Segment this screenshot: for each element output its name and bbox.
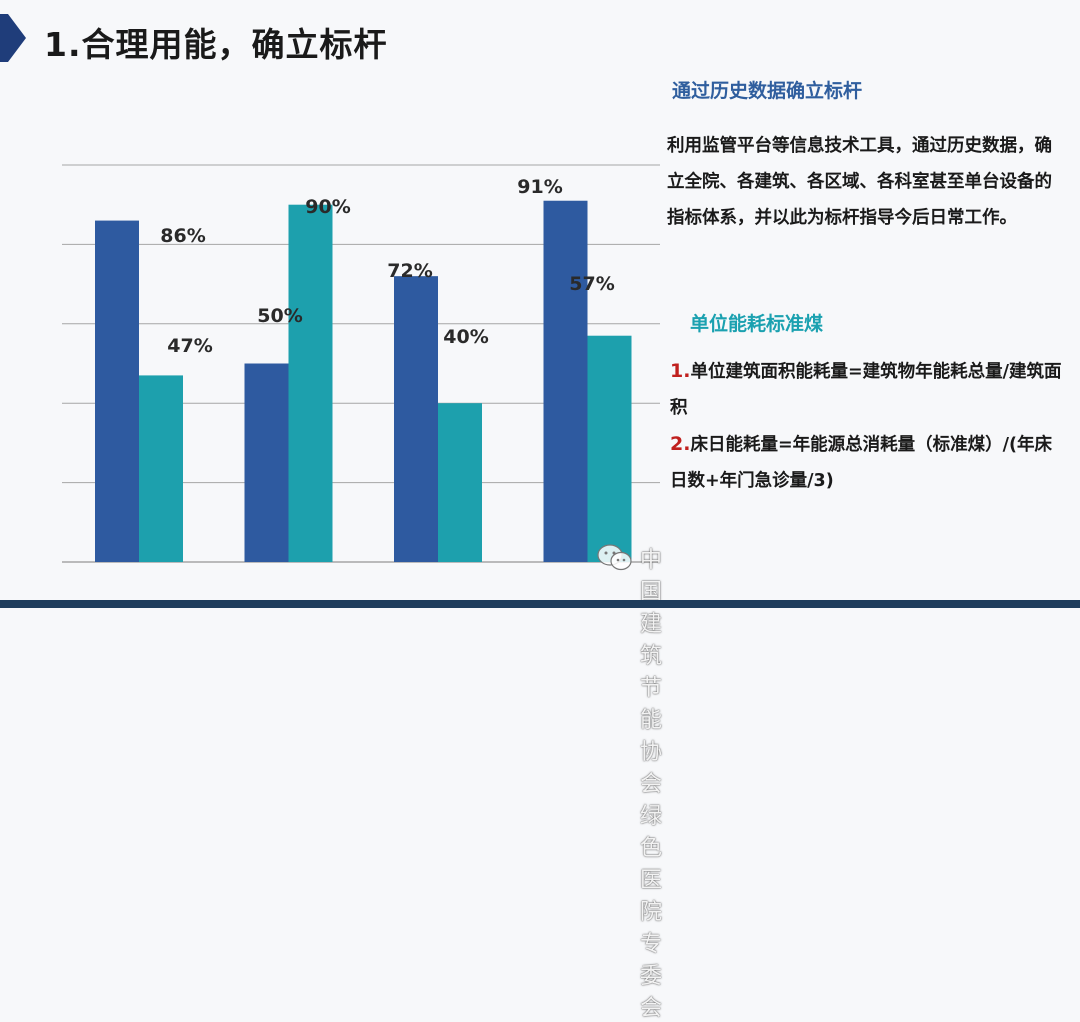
data-label-series-2-cat-4: 57% <box>569 273 614 295</box>
benchmark-description: 利用监管平台等信息技术工具，通过历史数据，确立全院、各建筑、各区域、各科室甚至单… <box>667 136 1052 228</box>
wechat-icon <box>597 544 632 571</box>
bar-series-1-cat-3 <box>394 276 438 562</box>
data-label-series-1-cat-2: 50% <box>257 305 302 327</box>
bottom-band <box>0 600 1080 608</box>
formula-list: 1.单位建筑面积能耗量=建筑物年能耗总量/建筑面积 2.床日能耗量=年能源总消耗… <box>670 353 1065 499</box>
formula-2-number: 2. <box>670 433 691 455</box>
formula-1-number: 1. <box>670 360 691 382</box>
formula-item-2: 2.床日能耗量=年能源总消耗量（标准煤）/(年床日数+年门急诊量/3) <box>670 426 1065 499</box>
formula-2-text: 床日能耗量=年能源总消耗量（标准煤）/(年床日数+年门急诊量/3) <box>670 435 1053 491</box>
slide-title: 1.合理用能，确立标杆 <box>44 25 388 64</box>
watermark-text: 中国建筑节能协会绿色医院专委会 <box>640 548 663 1021</box>
bar-series-2-cat-2 <box>288 204 333 562</box>
data-label-series-1-cat-1: 86% <box>160 225 205 247</box>
data-label-series-2-cat-2: 90% <box>305 196 350 218</box>
bar-chart: 86% 50% 72% 91% 47% 90% 40% 57% <box>62 164 660 563</box>
title-marker-chevron <box>0 14 26 62</box>
bar-series-1-cat-1 <box>95 220 139 562</box>
bar-series-2-cat-3 <box>438 403 482 562</box>
data-label-series-2-cat-1: 47% <box>167 335 212 357</box>
heading-history-benchmark: 通过历史数据确立标杆 <box>672 80 863 102</box>
formula-item-1: 1.单位建筑面积能耗量=建筑物年能耗总量/建筑面积 <box>670 353 1065 426</box>
data-label-series-1-cat-4: 91% <box>517 176 562 198</box>
bar-series-2-cat-1 <box>139 375 183 562</box>
formula-1-text: 单位建筑面积能耗量=建筑物年能耗总量/建筑面积 <box>670 362 1062 418</box>
bar-series-1-cat-4 <box>543 200 588 563</box>
bar-series-1-cat-2 <box>244 363 289 562</box>
heading-unit-energy: 单位能耗标准煤 <box>690 313 824 335</box>
data-label-series-2-cat-3: 40% <box>443 326 488 348</box>
data-label-series-1-cat-3: 72% <box>387 260 432 282</box>
bar-series-2-cat-4 <box>587 335 632 562</box>
